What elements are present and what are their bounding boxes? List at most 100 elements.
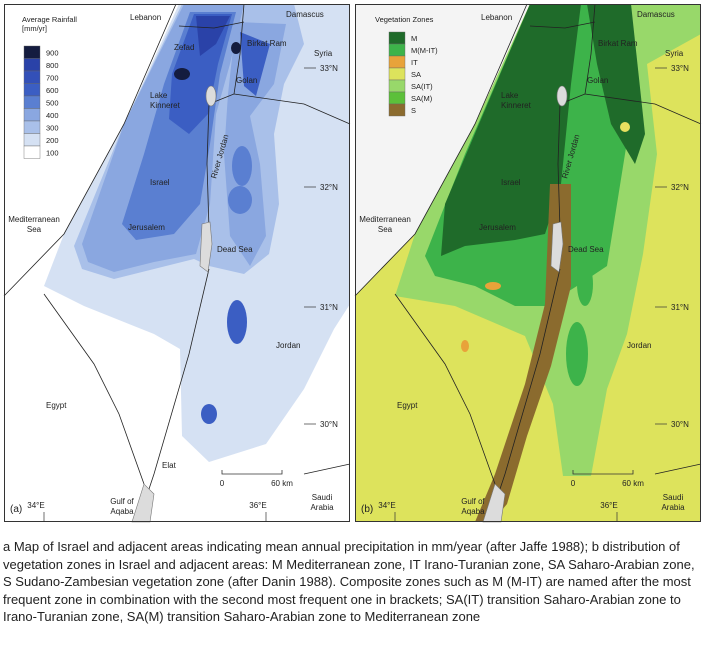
lon-label: 34°E: [378, 501, 395, 510]
legend-title: Average Rainfall: [22, 15, 77, 24]
lat-label: 30°N: [320, 420, 338, 429]
scale-label: 0: [220, 479, 225, 488]
legend-title: Vegetation Zones: [375, 15, 434, 24]
border-lebanon: [529, 21, 596, 29]
legend-swatch: [388, 67, 406, 81]
coastline: [3, 3, 177, 297]
border-syria-jordan: [233, 93, 351, 125]
zone-800: [196, 16, 230, 56]
zone-m: [441, 4, 581, 256]
border-syria: [208, 3, 245, 105]
legend-swatch: [23, 145, 41, 159]
place-label: Aqaba: [110, 507, 134, 516]
place-label: Israel: [150, 178, 170, 187]
zone-m-east: [587, 4, 645, 164]
place-label: Gulf of: [110, 497, 134, 506]
border-syria-jordan: [584, 93, 702, 125]
zone-it: [461, 340, 469, 352]
place-label: Aqaba: [461, 507, 485, 516]
place-label: Gulf of: [461, 497, 485, 506]
legend-swatch: [23, 108, 41, 122]
legend-label: 900: [46, 49, 59, 58]
place-label: Saudi: [663, 493, 684, 502]
place-label: Dead Sea: [217, 245, 253, 254]
place-label: Arabia: [310, 503, 334, 512]
place-label: Lebanon: [481, 13, 512, 22]
zone-500-blob: [232, 146, 252, 186]
legend-label: M: [411, 34, 417, 43]
legend-swatch: [23, 133, 41, 147]
lat-label: 31°N: [320, 303, 338, 312]
zone-900: [231, 42, 241, 54]
lat-label: 32°N: [671, 183, 689, 192]
legend-swatch: [23, 83, 41, 97]
place-label: Lake: [150, 91, 168, 100]
border-lebanon: [178, 21, 245, 29]
place-label: Lebanon: [130, 13, 161, 22]
place-label: Jordan: [276, 341, 300, 350]
caption: a Map of Israel and adjacent areas indic…: [3, 539, 695, 624]
zone-sa-m: [566, 322, 588, 386]
legend-swatch: [23, 95, 41, 109]
place-label: Golan: [236, 76, 257, 85]
scale-bar: [221, 470, 283, 475]
panel-frame: [355, 4, 701, 522]
place-label: Arabia: [661, 503, 685, 512]
coastline: [354, 3, 528, 297]
map-shapes: [355, 4, 701, 522]
zone-600: [169, 14, 232, 134]
legend-label: 500: [46, 99, 59, 108]
legend-title: [mm/yr]: [22, 24, 47, 33]
outline: [354, 3, 702, 523]
legend-label: SA(IT): [411, 82, 433, 91]
place-label: Israel: [501, 178, 521, 187]
rainfall-map: Lebanon Damascus Zefad Birkat Ram Syria Golan…: [3, 3, 351, 523]
zone-900: [174, 68, 190, 80]
place-label: Egypt: [397, 401, 418, 410]
legend-swatch: [388, 79, 406, 93]
zone-600-blob: [201, 404, 217, 424]
outline: [3, 3, 351, 523]
legend-swatch: [388, 31, 406, 45]
legend-label: IT: [411, 58, 418, 67]
panel-frame: [4, 4, 350, 522]
place-label: Jerusalem: [128, 223, 165, 232]
lat-label: 33°N: [671, 64, 689, 73]
zone-500-blob: [228, 186, 252, 214]
legend-swatch: [23, 120, 41, 134]
legend-label: SA(M): [411, 94, 433, 103]
place-label: Kinneret: [501, 101, 532, 110]
legend-swatch: [388, 103, 406, 117]
place-label: Damascus: [286, 10, 324, 19]
place-label: Birkat Ram: [598, 39, 638, 48]
legend-swatch: [23, 70, 41, 84]
legend-swatch: [388, 91, 406, 105]
legend-label: 300: [46, 124, 59, 133]
border-syria: [559, 3, 596, 105]
place-label: Mediterranean: [8, 215, 60, 224]
map-shapes: [4, 4, 350, 522]
legend-label: 200: [46, 136, 59, 145]
legend-label: 700: [46, 74, 59, 83]
lat-label: 32°N: [320, 183, 338, 192]
dead-sea: [199, 221, 213, 273]
legend-swatch: [388, 55, 406, 69]
place-label: Elat: [162, 461, 177, 470]
scale-label: 60 km: [622, 479, 644, 488]
panel-label: (b): [361, 504, 373, 515]
border-saudi: [654, 463, 702, 475]
lat-label: 33°N: [320, 64, 338, 73]
lat-label: 30°N: [671, 420, 689, 429]
place-label: Golan: [587, 76, 608, 85]
place-label: Sea: [378, 225, 393, 234]
legend-swatch: [23, 45, 41, 59]
scale-label: 60 km: [271, 479, 293, 488]
place-label: Sea: [27, 225, 42, 234]
place-label: Syria: [314, 49, 333, 58]
legend-label: M(M-IT): [411, 46, 438, 55]
legend-label: 100: [46, 149, 59, 158]
scale-label: 0: [571, 479, 576, 488]
place-label: Saudi: [312, 493, 333, 502]
legend-label: SA: [411, 70, 421, 79]
